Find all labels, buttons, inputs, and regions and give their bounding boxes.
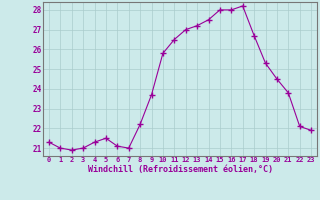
X-axis label: Windchill (Refroidissement éolien,°C): Windchill (Refroidissement éolien,°C)	[87, 165, 273, 174]
